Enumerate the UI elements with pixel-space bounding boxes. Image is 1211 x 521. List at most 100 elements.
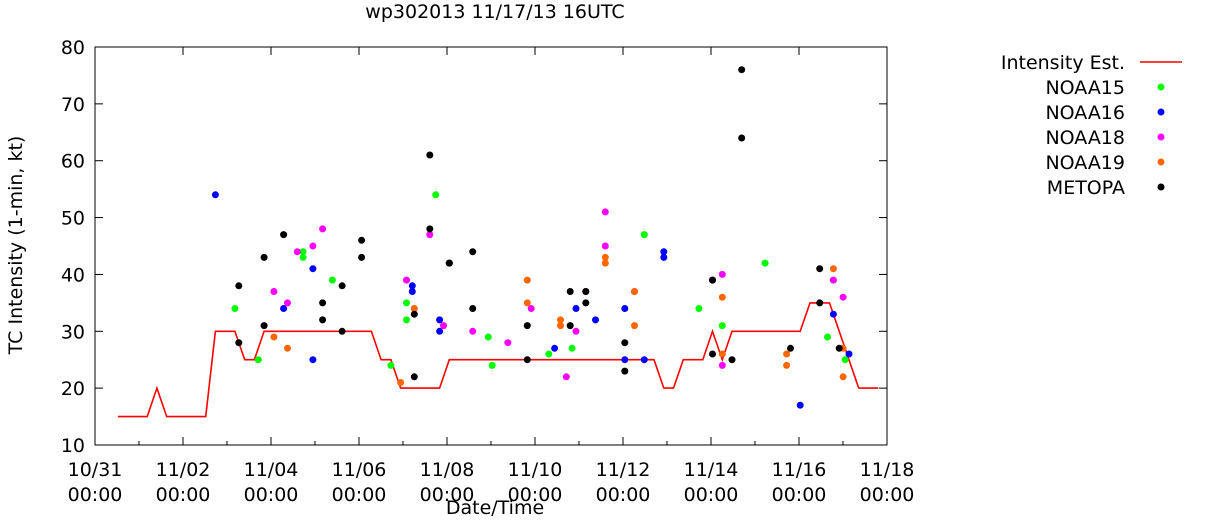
legend: Intensity Est. NOAA15 NOAA16 NOAA18 NOAA19 ME… (1001, 52, 1182, 199)
x-tick-date: 11/12 (596, 459, 651, 481)
point-metopa (260, 253, 268, 261)
point-noaa15 (640, 231, 648, 239)
point-metopa (621, 367, 629, 375)
point-noaa16 (309, 356, 317, 364)
point-noaa16 (408, 288, 416, 295)
point-metopa (709, 276, 716, 284)
point-noaa16 (211, 191, 219, 199)
point-noaa19 (557, 322, 564, 330)
point-noaa18 (601, 242, 609, 250)
y-tick-label: 30 (61, 321, 85, 343)
point-noaa16 (592, 316, 599, 324)
series-noaa19 (270, 253, 847, 386)
legend-marker (1157, 158, 1165, 166)
point-noaa19 (284, 344, 291, 352)
y-tick-label: 10 (61, 435, 85, 457)
point-noaa18 (469, 327, 477, 335)
point-metopa (235, 339, 243, 347)
point-noaa18 (601, 208, 609, 216)
point-noaa19 (718, 293, 726, 301)
point-noaa16 (280, 305, 288, 312)
point-metopa (280, 231, 288, 239)
point-metopa (582, 288, 590, 295)
x-tick-time: 00:00 (156, 484, 211, 506)
point-noaa19 (718, 350, 726, 358)
point-metopa (738, 66, 746, 74)
point-noaa18 (270, 288, 278, 295)
x-tick-date: 11/04 (244, 459, 299, 481)
point-noaa15 (403, 316, 410, 324)
point-noaa19 (631, 288, 638, 295)
point-metopa (621, 339, 629, 347)
point-noaa19 (523, 276, 531, 284)
point-noaa18 (718, 270, 726, 278)
point-metopa (319, 316, 327, 324)
x-tick-date: 11/10 (508, 459, 563, 481)
legend-label: NOAA18 (1045, 127, 1125, 149)
point-noaa15 (254, 356, 262, 364)
y-tick-label: 40 (61, 264, 85, 286)
x-tick-date: 11/16 (772, 459, 827, 481)
point-noaa19 (410, 305, 418, 312)
point-metopa (582, 299, 590, 307)
point-noaa15 (488, 361, 496, 369)
legend-label: METOPA (1047, 177, 1125, 199)
x-tick-time: 00:00 (684, 484, 739, 506)
x-tick-time: 00:00 (772, 484, 827, 506)
y-tick-label: 60 (61, 151, 85, 173)
point-noaa15 (403, 299, 410, 307)
point-metopa (426, 151, 434, 159)
point-noaa15 (299, 253, 307, 261)
point-noaa15 (695, 305, 703, 312)
point-noaa15 (231, 305, 239, 312)
data-points (211, 66, 853, 409)
point-noaa15 (841, 356, 849, 364)
y-tick-label: 80 (61, 37, 85, 59)
x-tick-date: 11/02 (156, 459, 211, 481)
point-noaa18 (562, 373, 570, 381)
point-noaa16 (660, 253, 668, 261)
point-noaa19 (397, 379, 405, 386)
x-tick-time: 00:00 (244, 484, 299, 506)
intensity-line-group (117, 302, 879, 418)
point-noaa15 (328, 276, 336, 284)
y-axis-label: TC Intensity (1-min, kt) (5, 136, 27, 356)
legend-label: NOAA19 (1045, 152, 1125, 174)
point-noaa19 (270, 333, 278, 341)
point-noaa19 (523, 299, 531, 307)
point-metopa (338, 327, 346, 335)
x-tick-date: 11/08 (420, 459, 475, 481)
intensity-estimate-line (117, 302, 879, 418)
point-noaa18 (440, 322, 447, 330)
point-noaa15 (432, 191, 440, 199)
point-metopa (358, 236, 366, 244)
point-noaa18 (718, 361, 726, 369)
point-metopa (816, 299, 824, 307)
point-noaa16 (796, 401, 804, 409)
point-noaa18 (284, 299, 291, 307)
point-noaa19 (631, 322, 638, 330)
legend-marker (1157, 183, 1165, 191)
x-tick-time: 00:00 (332, 484, 387, 506)
point-noaa15 (299, 248, 307, 256)
point-noaa16 (408, 282, 416, 290)
point-metopa (410, 373, 418, 381)
point-metopa (566, 322, 574, 330)
point-noaa16 (660, 248, 668, 256)
x-tick-date: 11/18 (860, 459, 915, 481)
x-tick-time: 00:00 (596, 484, 651, 506)
point-metopa (445, 259, 453, 267)
y-tick-label: 50 (61, 208, 85, 230)
point-noaa16 (436, 327, 444, 335)
legend-marker (1157, 133, 1165, 141)
point-noaa18 (829, 276, 837, 284)
point-noaa16 (829, 310, 837, 318)
point-noaa19 (829, 265, 837, 273)
point-metopa (523, 356, 531, 364)
series-noaa16 (211, 191, 853, 409)
legend-marker (1157, 108, 1165, 116)
y-tick-label: 20 (61, 378, 85, 400)
point-noaa19 (557, 316, 564, 324)
point-metopa (260, 322, 268, 330)
